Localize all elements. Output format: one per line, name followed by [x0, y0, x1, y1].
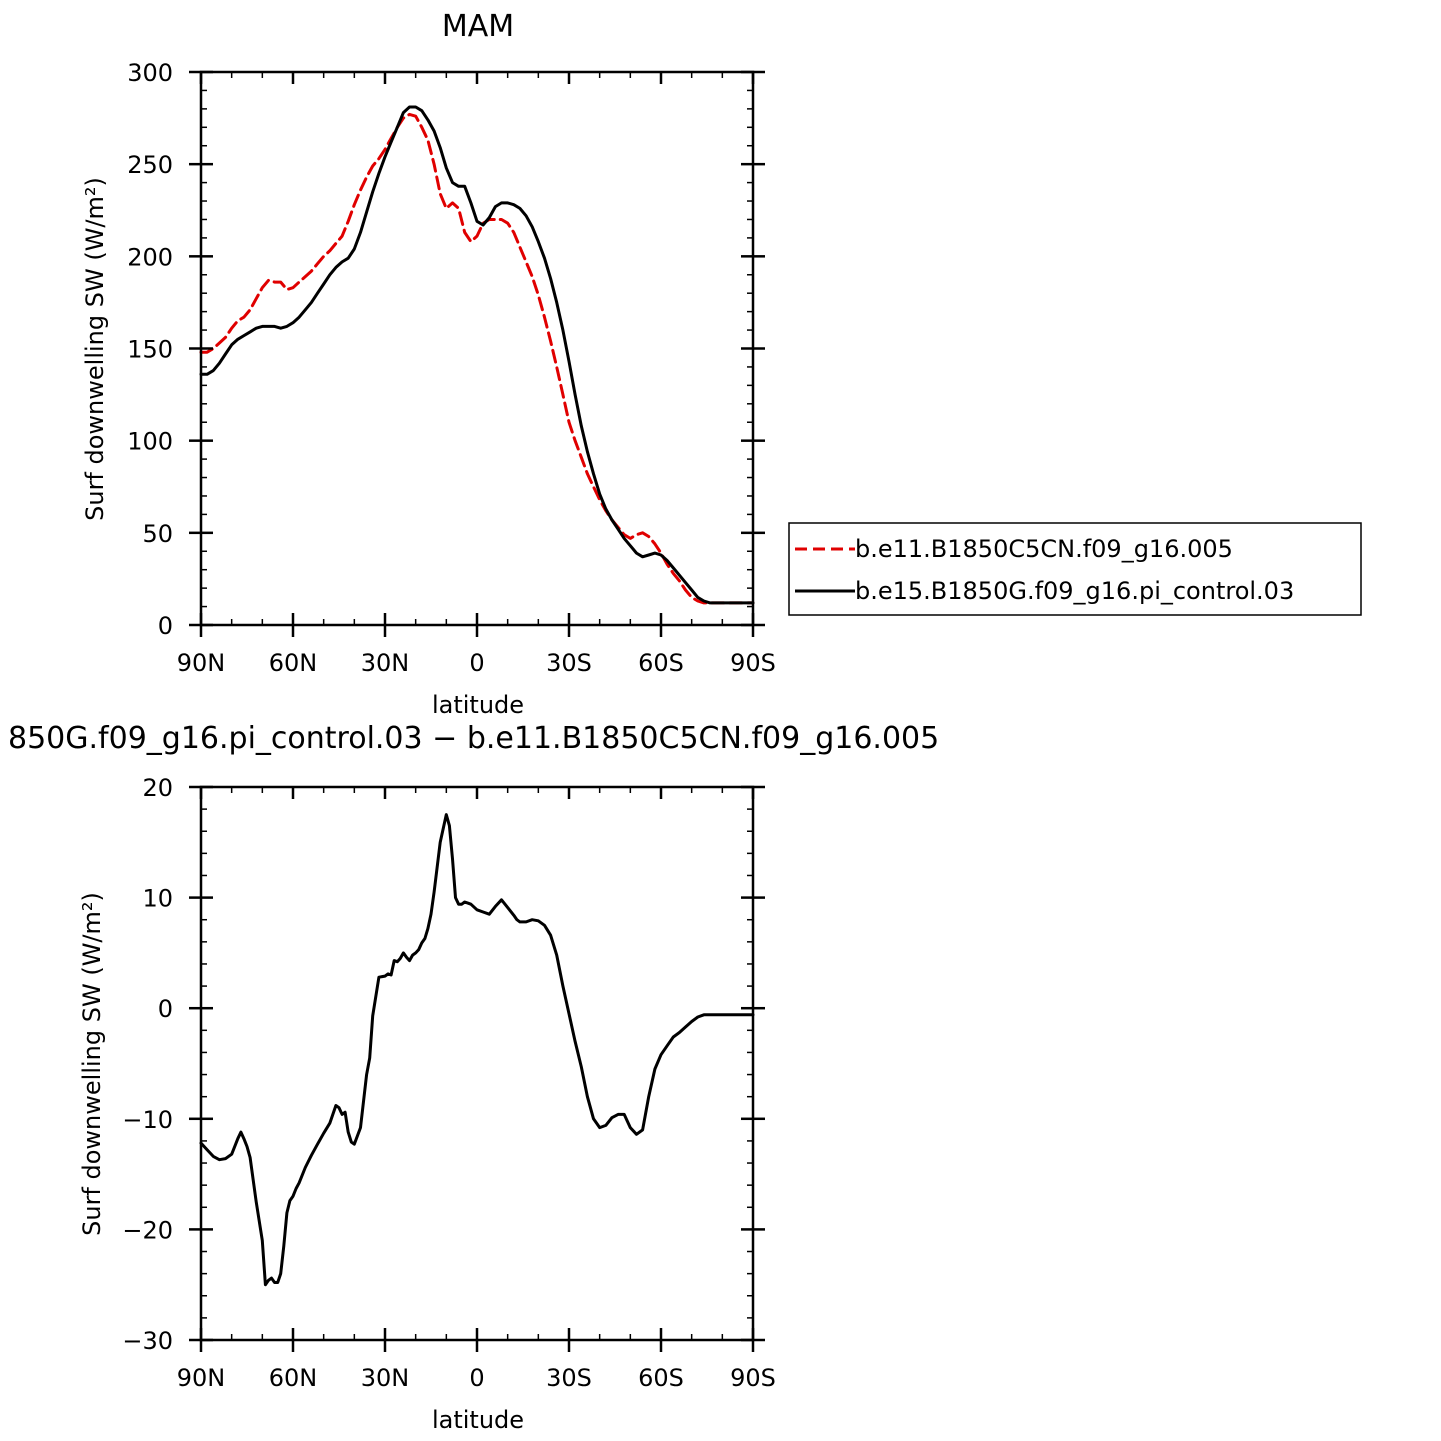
lower-y-tick-label: −10	[122, 1106, 173, 1134]
upper-series-line-1	[199, 112, 755, 605]
legend: b.e11.B1850C5CN.f09_g16.005 b.e15.B1850G…	[788, 522, 1362, 616]
upper-series-group	[199, 105, 755, 605]
upper-y-tick-label: 100	[127, 428, 173, 456]
upper-x-tick-label: 30S	[546, 649, 592, 677]
upper-y-tick-label: 250	[127, 151, 173, 179]
upper-plot-frame	[199, 70, 755, 627]
lower-y-axis-label: Surf downwelling SW (W/m²)	[78, 892, 106, 1236]
lower-x-tick-label: 90S	[730, 1364, 776, 1392]
lower-y-tick-label: 0	[158, 995, 173, 1023]
upper-y-tick-label: 50	[142, 520, 173, 548]
upper-ticks-group: 90N 60N 30N 0 30S 60S 90S 0 50 100 150 200 250 300	[127, 59, 776, 677]
lower-y-tick-label: −30	[122, 1327, 173, 1355]
upper-panel: MAM 90N 60N 30N 0 30S 60S 90S 0 50 100 150 200 250 30…	[81, 9, 776, 719]
upper-x-tick-label: 30N	[361, 649, 410, 677]
legend-label-series-1: b.e11.B1850C5CN.f09_g16.005	[855, 535, 1233, 563]
upper-x-tick-label: 0	[469, 649, 484, 677]
upper-chart-title: MAM	[442, 9, 514, 44]
upper-y-tick-label: 150	[127, 336, 173, 364]
lower-x-tick-label: 30S	[546, 1364, 592, 1392]
lower-series-group	[199, 813, 755, 1287]
upper-x-tick-label: 60N	[269, 649, 318, 677]
upper-x-axis-label: latitude	[432, 691, 524, 719]
lower-y-tick-label: 20	[142, 774, 173, 802]
upper-y-tick-label: 200	[127, 243, 173, 271]
lower-y-tick-label: 10	[142, 885, 173, 913]
lower-x-tick-label: 60N	[269, 1364, 318, 1392]
upper-series-line-2	[199, 105, 755, 605]
legend-label-series-2: b.e15.B1850G.f09_g16.pi_control.03	[855, 577, 1294, 605]
lower-x-tick-label: 0	[469, 1364, 484, 1392]
upper-x-tick-label: 60S	[638, 649, 684, 677]
lower-series-line-1	[199, 813, 755, 1287]
upper-y-tick-label: 0	[158, 612, 173, 640]
upper-y-axis-label: Surf downwelling SW (W/m²)	[81, 177, 109, 521]
upper-x-tick-label: 90S	[730, 649, 776, 677]
upper-y-tick-label: 300	[127, 59, 173, 87]
lower-panel: 850G.f09_g16.pi_control.03 − b.e11.B1850…	[8, 721, 939, 1434]
lower-y-tick-label: −20	[122, 1216, 173, 1244]
lower-x-tick-label: 90N	[177, 1364, 226, 1392]
upper-x-tick-label: 90N	[177, 649, 226, 677]
lower-chart-title: 850G.f09_g16.pi_control.03 − b.e11.B1850…	[8, 721, 939, 756]
lower-x-axis-label: latitude	[432, 1406, 524, 1434]
lower-x-tick-label: 60S	[638, 1364, 684, 1392]
legend-box	[788, 522, 1362, 616]
lower-x-tick-label: 30N	[361, 1364, 410, 1392]
lower-ticks-group: 90N 60N 30N 0 30S 60S 90S −30 −20 −10 0 10 20	[122, 774, 776, 1392]
